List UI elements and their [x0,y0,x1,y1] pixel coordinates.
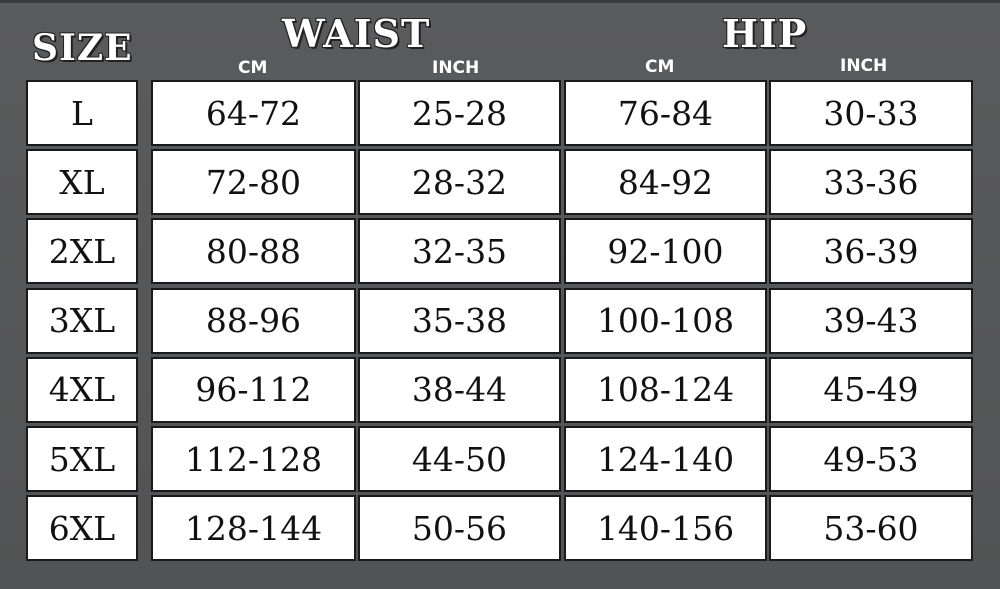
hip-inch-cell: 39-43 [769,287,973,354]
hip-cm-cell: 124-140 [564,426,767,492]
size-cell: L [26,80,138,146]
waist-cm-cell: 88-96 [151,287,356,354]
hip-inch-cell: 30-33 [769,80,973,146]
hip-inch-cell: 33-36 [769,149,973,216]
hip-inch-header: INCH [840,56,888,76]
hip-inch-cell: 45-49 [769,356,973,423]
hip-inch-cell: 36-39 [769,218,973,285]
waist-inch-cell: 32-35 [358,218,561,285]
waist-inch-cell: 44-50 [358,426,561,492]
hip-cm-cell: 100-108 [564,287,767,354]
size-cell: XL [26,149,138,216]
waist-cm-cell: 64-72 [151,80,356,146]
hip-cm-cell: 84-92 [564,149,767,216]
waist-header: WAIST [282,11,431,56]
hip-cm-cell: 108-124 [564,356,767,423]
size-cell: 6XL [26,495,138,562]
waist-inch-cell: 50-56 [358,495,561,562]
waist-inch-cell: 25-28 [358,80,561,146]
waist-inch-cell: 38-44 [358,356,561,423]
hip-cm-header: CM [645,57,675,77]
waist-cm-cell: 96-112 [151,356,356,423]
size-header: SIZE [32,27,133,69]
waist-cm-cell: 128-144 [151,495,356,562]
hip-inch-cell: 49-53 [769,426,973,492]
waist-cm-header: CM [238,58,268,78]
hip-cm-cell: 92-100 [564,218,767,285]
size-cell: 3XL [26,287,138,354]
size-cell: 2XL [26,218,138,285]
waist-cm-cell: 72-80 [151,149,356,216]
waist-inch-header: INCH [432,58,480,78]
waist-inch-cell: 28-32 [358,149,561,216]
hip-inch-cell: 53-60 [769,495,973,562]
waist-cm-cell: 112-128 [151,426,356,492]
size-cell: 4XL [26,356,138,423]
hip-header: HIP [722,11,808,56]
hip-cm-cell: 76-84 [564,80,767,146]
waist-cm-cell: 80-88 [151,218,356,285]
hip-cm-cell: 140-156 [564,495,767,562]
waist-inch-cell: 35-38 [358,287,561,354]
size-cell: 5XL [26,426,138,492]
